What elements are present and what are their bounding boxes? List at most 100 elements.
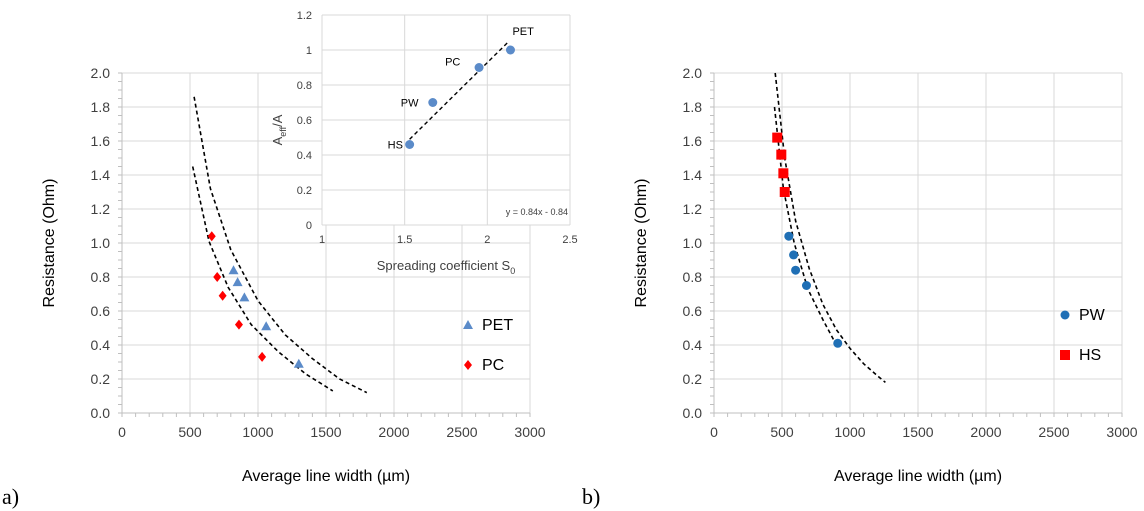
- data-point-pc: [234, 319, 243, 330]
- y-tick-label: 0.8: [683, 269, 703, 285]
- data-point-hs: [778, 168, 789, 179]
- x-tick-label: 0: [710, 424, 718, 440]
- inset-y-tick-label: 1: [306, 45, 312, 57]
- x-tick-label: 1500: [902, 424, 933, 440]
- x-tick-label: 2000: [970, 424, 1001, 440]
- data-point-pc: [207, 231, 216, 242]
- y-tick-label: 1.4: [91, 167, 111, 183]
- panel-b-ticks: 0 500 1000 1500 2000 2500 3000 0.0 0.2 0.4 0.6 0.8 1…: [683, 65, 1138, 440]
- y-tick-label: 0.2: [91, 371, 111, 387]
- panel-a-y-axis-label: Resistance (Ohm): [41, 179, 58, 308]
- x-tick-label: 1500: [310, 424, 341, 440]
- x-tick-label: 3000: [514, 424, 545, 440]
- x-tick-label: 1000: [242, 424, 273, 440]
- data-point-pw: [801, 281, 811, 290]
- data-point-pet: [293, 358, 304, 368]
- y-tick-label: 1.2: [683, 201, 703, 217]
- inset-fit-line: [409, 42, 508, 140]
- x-tick-label: 500: [178, 424, 202, 440]
- panel-b-chart: 0 500 1000 1500 2000 2500 3000 0.0 0.2 0.4 0.6 0.8 1…: [582, 65, 1138, 509]
- inset-chart: 1 1.5 2 2.5 0 0.2 0.4 0.6 0.8 1 1.2 HS PW PC PET Spre…: [270, 10, 578, 276]
- y-tick-label: 1.6: [683, 133, 703, 149]
- inset-y-tick-label: 0.8: [297, 80, 312, 92]
- y-tick-label: 0.0: [683, 405, 703, 421]
- inset-y-tick-label: 0.6: [297, 115, 312, 127]
- fit-curve: [773, 106, 838, 346]
- y-tick-label: 1.0: [683, 235, 703, 251]
- inset-point-label-pw: PW: [401, 98, 419, 110]
- legend-label-pet: PET: [482, 317, 513, 334]
- inset-point-pc: [474, 63, 484, 72]
- x-tick-label: 1000: [834, 424, 865, 440]
- y-tick-label: 1.4: [683, 167, 703, 183]
- inset-point-pw: [428, 98, 438, 107]
- inset-x-tick-label: 1.5: [397, 234, 412, 246]
- inset-y-tick-label: 0.4: [297, 150, 312, 162]
- fit-curve: [193, 96, 368, 394]
- data-point-pc: [213, 272, 222, 282]
- y-tick-label: 1.8: [683, 99, 703, 115]
- legend-label-hs: HS: [1079, 347, 1101, 364]
- inset-x-tick-label: 2.5: [562, 234, 577, 246]
- inset-point-hs: [405, 140, 415, 149]
- data-point-pc: [218, 290, 227, 301]
- y-tick-label: 1.8: [91, 99, 111, 115]
- panel-b-legend: PW HS: [1060, 307, 1106, 364]
- y-tick-label: 2.0: [91, 65, 111, 81]
- panel-a-ticks: 0 500 1000 1500 2000 2500 3000 0.0 0.2 0.4 0.6 0.8 1…: [91, 65, 546, 440]
- panel-b-data-points: [772, 132, 843, 348]
- x-tick-label: 2000: [378, 424, 409, 440]
- y-tick-label: 1.0: [91, 235, 111, 251]
- data-point-hs: [779, 187, 790, 197]
- y-tick-label: 1.2: [91, 201, 111, 217]
- y-tick-label: 0.4: [683, 337, 703, 353]
- x-tick-label: 3000: [1106, 424, 1137, 440]
- panel-a-chart: 0 500 1000 1500 2000 2500 3000 0.0 0.2 0.4 0.6 0.8 1…: [2, 10, 578, 509]
- panel-a-fit-curves: [191, 96, 368, 394]
- legend-label-pc: PC: [482, 357, 504, 374]
- legend-marker-pw: [1060, 310, 1070, 320]
- inset-y-tick-label: 0.2: [297, 185, 312, 197]
- inset-x-tick-label: 2: [484, 234, 490, 246]
- data-point-pw: [789, 250, 799, 260]
- inset-ticks: 1 1.5 2 2.5 0 0.2 0.4 0.6 0.8 1 1.2: [297, 10, 578, 246]
- data-point-hs: [776, 149, 787, 160]
- panel-b-grid: [710, 72, 1123, 417]
- fit-curve: [774, 72, 886, 384]
- inset-point-label-pc: PC: [445, 57, 460, 69]
- panel-b-label: b): [582, 484, 600, 509]
- legend-label-pw: PW: [1079, 307, 1106, 324]
- data-point-pet: [228, 265, 239, 275]
- fit-curve: [191, 166, 334, 392]
- panel-a-x-axis-label: Average line width (µm): [242, 468, 410, 485]
- x-tick-label: 2500: [1038, 424, 1069, 440]
- inset-y-tick-label: 1.2: [297, 10, 312, 22]
- inset-x-tick-label: 1: [319, 234, 325, 246]
- x-tick-label: 2500: [446, 424, 477, 440]
- y-tick-label: 0.6: [91, 303, 111, 319]
- inset-y-axis-label: Aeff/A: [270, 114, 288, 145]
- inset-fit-line: [409, 42, 508, 140]
- inset-data-points: HS PW PC PET: [388, 26, 535, 152]
- data-point-pet: [232, 277, 243, 287]
- inset-x-axis-label: Spreading coefficient S0: [377, 258, 515, 276]
- panel-a-label: a): [2, 484, 19, 509]
- legend-marker-pet: [463, 320, 473, 329]
- x-tick-label: 0: [118, 424, 126, 440]
- data-point-hs: [772, 132, 783, 143]
- inset-point-pet: [505, 45, 515, 55]
- legend-marker-hs: [1060, 350, 1070, 360]
- inset-equation: y = 0.84x - 0.84: [506, 207, 568, 217]
- y-tick-label: 1.6: [91, 133, 111, 149]
- y-tick-label: 0.4: [91, 337, 111, 353]
- inset-point-label-pet: PET: [512, 26, 534, 38]
- y-tick-label: 2.0: [683, 65, 703, 81]
- data-point-pc: [258, 351, 267, 362]
- data-point-pet: [239, 292, 250, 302]
- y-tick-label: 0.6: [683, 303, 703, 319]
- panel-b-x-axis-label: Average line width (µm): [834, 468, 1002, 485]
- y-tick-label: 0.0: [91, 405, 111, 421]
- y-tick-label: 0.2: [683, 371, 703, 387]
- legend-marker-pc: [464, 360, 472, 370]
